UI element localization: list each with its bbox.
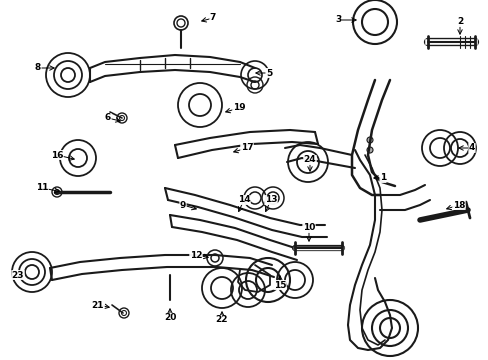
Text: 16: 16 [51,150,63,159]
Text: 15: 15 [273,280,285,289]
Text: 5: 5 [265,68,271,77]
Text: 20: 20 [163,314,176,323]
Text: 18: 18 [452,201,464,210]
Text: 6: 6 [104,113,111,122]
Text: 1: 1 [379,174,386,183]
Text: 17: 17 [240,144,253,153]
Text: 10: 10 [302,224,315,233]
Text: 24: 24 [303,156,316,165]
Text: 22: 22 [215,315,228,324]
Text: 9: 9 [180,201,186,210]
Text: 13: 13 [264,195,277,204]
Text: 2: 2 [456,18,462,27]
Circle shape [366,137,372,143]
Text: 23: 23 [12,270,24,279]
Text: 4: 4 [468,144,474,153]
Text: 8: 8 [35,63,41,72]
Text: 21: 21 [92,301,104,310]
Text: 19: 19 [232,104,245,112]
Text: 11: 11 [36,184,48,193]
Text: 3: 3 [334,15,341,24]
Text: 12: 12 [189,251,202,260]
Circle shape [366,147,372,153]
Text: 14: 14 [237,195,250,204]
Text: 7: 7 [209,13,216,22]
